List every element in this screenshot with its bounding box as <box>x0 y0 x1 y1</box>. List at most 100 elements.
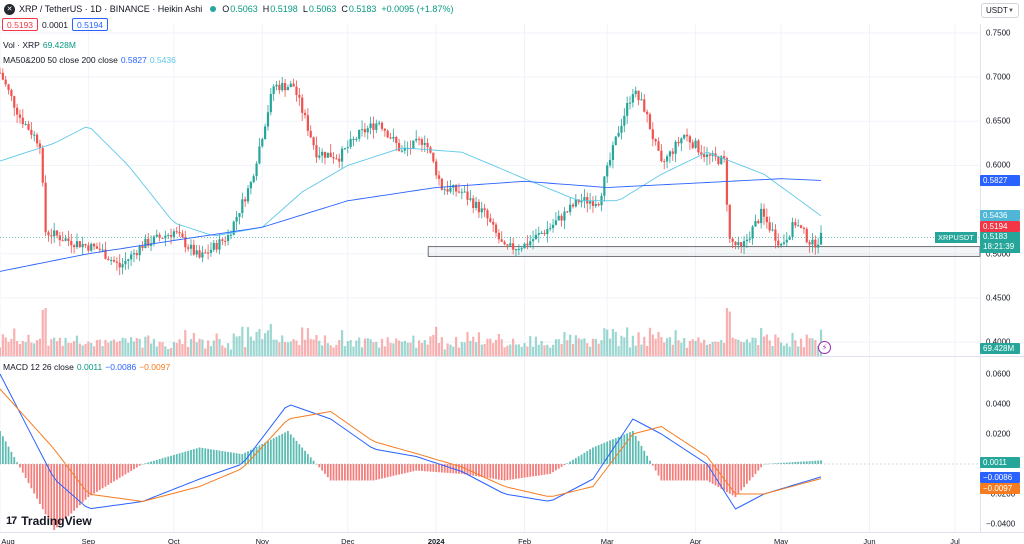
volume-bar <box>460 342 463 356</box>
volume-bar <box>797 346 800 356</box>
volume-bar <box>586 343 589 356</box>
macd-histogram-bar <box>118 464 121 478</box>
candle-body <box>138 245 141 256</box>
macd-histogram-bar <box>723 464 725 491</box>
macd-histogram-bar <box>326 464 329 478</box>
volume-bar <box>760 327 763 356</box>
macd-histogram-bar <box>651 464 654 466</box>
macd-line-tag: −0.0086 <box>980 472 1020 483</box>
candle-body <box>30 129 33 135</box>
macd-histogram-bar <box>61 464 64 522</box>
candle-body <box>640 99 643 101</box>
macd-histogram-bar <box>680 464 683 481</box>
macd-histogram-bar <box>301 447 304 464</box>
macd-legend[interactable]: MACD 12 26 close 0.0011 −0.0086 −0.0097 <box>3 362 170 372</box>
macd-histogram-bar <box>529 464 532 477</box>
volume-bar <box>432 334 435 356</box>
volume-bar <box>318 340 321 356</box>
macd-histogram-bar <box>520 464 523 479</box>
candle-body <box>497 232 500 240</box>
macd-histogram-bar <box>717 464 720 488</box>
tradingview-logo[interactable]: 17 TradingView <box>6 514 92 528</box>
macd-histogram-bar <box>808 461 811 464</box>
volume-bar <box>500 339 503 356</box>
candle-body <box>594 204 597 206</box>
candle-body <box>608 159 612 166</box>
volume-bar <box>799 338 803 356</box>
candle-body <box>440 178 443 190</box>
symbol-title[interactable]: XRP / TetherUS · 1D · BINANCE · Heikin A… <box>19 4 203 14</box>
candle-body <box>691 142 694 148</box>
macd-legend-name: MACD 12 26 close <box>3 362 74 372</box>
macd-histogram-bar <box>677 464 680 481</box>
volume-legend[interactable]: Vol · XRP 69.428M <box>3 40 76 50</box>
volume-bar <box>480 344 483 356</box>
candle-body <box>617 132 620 137</box>
candle-body <box>24 123 27 125</box>
candle-body <box>289 83 292 88</box>
macd-histogram-bar <box>386 464 389 478</box>
volume-bar <box>58 337 61 356</box>
volume-legend-value: 69.428M <box>42 40 76 50</box>
candle-body <box>295 86 298 96</box>
ma-legend[interactable]: MA50&200 50 close 200 close 0.5827 0.5436 <box>3 55 176 65</box>
candle-body <box>187 247 190 249</box>
macd-histogram-bar <box>147 462 150 464</box>
volume-bar <box>708 343 711 356</box>
candle-body <box>523 243 526 249</box>
candle-body <box>546 229 549 235</box>
candle-body <box>799 225 803 228</box>
volume-bar <box>204 348 207 356</box>
time-axis-label: Sep <box>81 537 96 544</box>
symbol-price-tag: XRPUSDT <box>935 232 977 243</box>
volume-bar <box>158 341 161 356</box>
candle-body <box>780 243 783 246</box>
macd-histogram-bar <box>449 464 452 474</box>
volume-bar <box>417 340 421 356</box>
candle-body <box>614 136 617 146</box>
candle-body <box>782 242 786 244</box>
volume-bar <box>529 335 532 356</box>
macd-histogram-bar <box>192 449 195 464</box>
macd-histogram-bar <box>19 464 21 468</box>
lightning-icon[interactable]: ⚡ <box>818 341 831 354</box>
tradingview-logo-text: TradingView <box>21 514 92 528</box>
macd-histogram-bar <box>41 464 44 510</box>
macd-hist-tag: 0.0011 <box>980 457 1020 468</box>
symbol-header: ✕ XRP / TetherUS · 1D · BINANCE · Heikin… <box>4 2 458 16</box>
volume-bar <box>435 326 438 356</box>
volume-bar <box>486 338 489 356</box>
volume-bar <box>286 342 290 356</box>
currency-selector[interactable]: USDT ▼ <box>981 3 1019 18</box>
volume-bar <box>107 342 110 356</box>
candle-body <box>235 216 238 222</box>
candle-body <box>460 191 463 193</box>
candle-body <box>272 86 275 94</box>
candle-body <box>229 234 233 236</box>
macd-histogram-bar <box>483 464 486 478</box>
volume-bar <box>455 336 458 356</box>
buy-button[interactable]: 0.5194 <box>72 18 108 31</box>
macd-histogram-bar <box>606 441 609 464</box>
macd-histogram-bar <box>754 464 757 474</box>
macd-histogram-bar <box>39 464 41 504</box>
volume-bar <box>745 339 748 356</box>
candle-body <box>660 150 663 162</box>
macd-histogram-bar <box>478 464 480 477</box>
candle-body <box>797 225 800 227</box>
candle-body <box>403 148 406 151</box>
macd-histogram-bar <box>172 454 175 464</box>
candle-body <box>258 146 261 164</box>
macd-histogram-bar <box>241 454 244 464</box>
volume-bar <box>637 332 640 356</box>
candle-body <box>514 249 518 251</box>
volume-bar <box>315 335 318 356</box>
macd-histogram-bar <box>346 464 349 481</box>
price-axis-label: 0.7000 <box>986 72 1011 82</box>
sell-button[interactable]: 0.5193 <box>2 18 38 31</box>
candle-body <box>201 252 204 258</box>
candle-body <box>623 115 626 126</box>
volume-bar <box>506 345 509 356</box>
candle-body <box>657 141 660 151</box>
